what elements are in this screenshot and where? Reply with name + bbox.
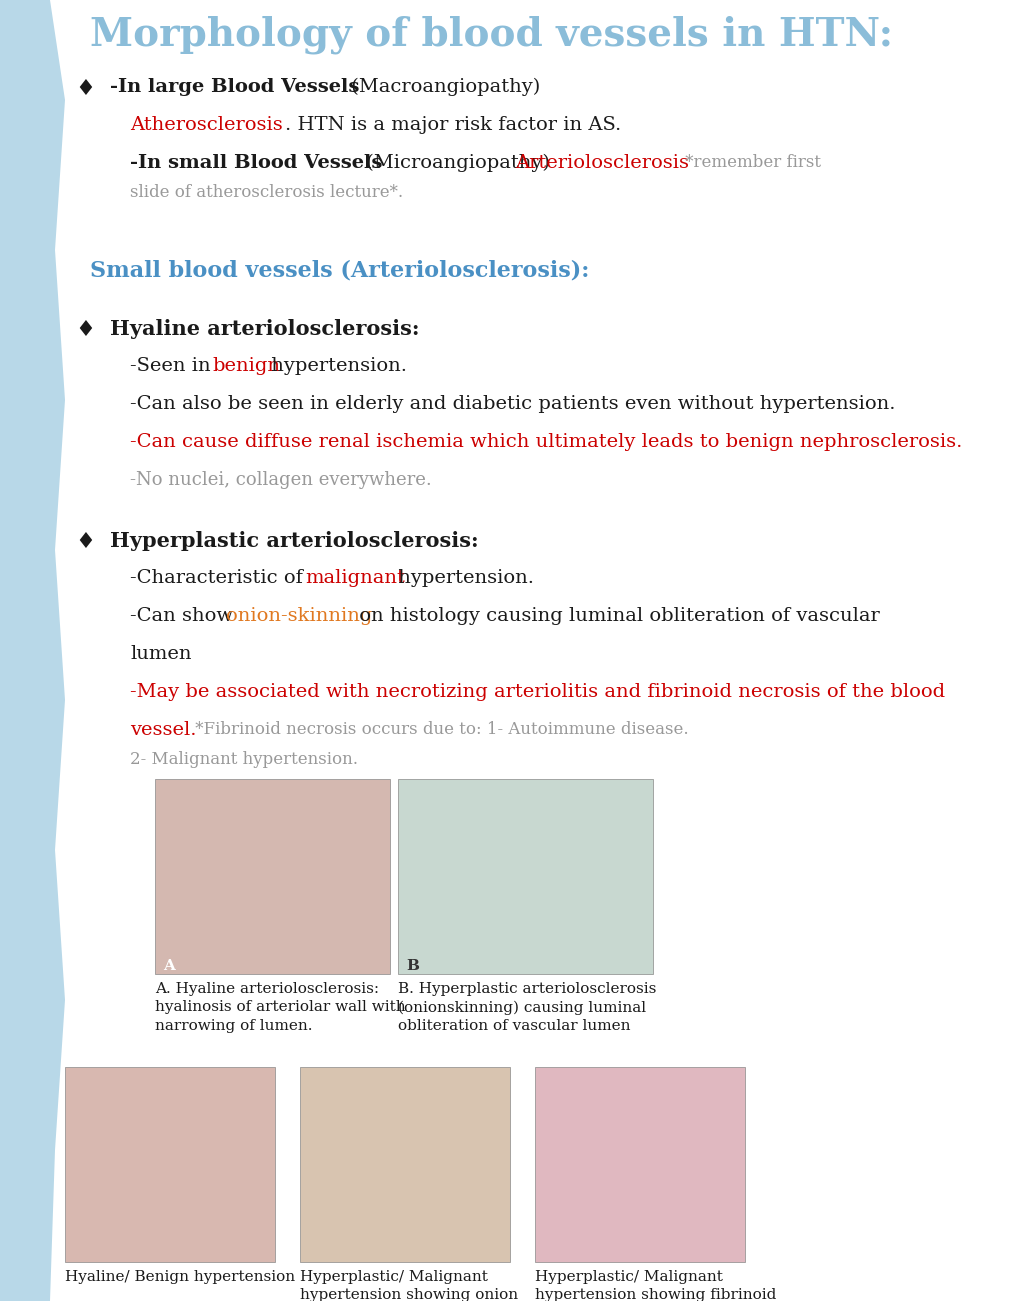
Text: Hyaline/ Benign hypertension: Hyaline/ Benign hypertension (65, 1270, 295, 1284)
Bar (155, 779, 390, 974)
Text: *remember first: *remember first (680, 154, 821, 170)
Text: ♦: ♦ (75, 319, 95, 341)
Text: *Fibrinoid necrosis occurs due to: 1- Autoimmune disease.: *Fibrinoid necrosis occurs due to: 1- Au… (190, 721, 688, 738)
Text: -No nuclei, collagen everywhere.: -No nuclei, collagen everywhere. (130, 471, 432, 489)
Text: B: B (406, 959, 419, 973)
Text: malignant: malignant (305, 569, 404, 587)
Text: -Can cause diffuse renal ischemia which ultimately leads to benign nephroscleros: -Can cause diffuse renal ischemia which … (130, 433, 963, 451)
Text: onion-skinning: onion-skinning (226, 608, 373, 624)
Text: A. Hyaline arteriolosclerosis:
hyalinosis of arteriolar wall with
narrowing of l: A. Hyaline arteriolosclerosis: hyalinosi… (155, 982, 406, 1033)
Text: . HTN is a major risk factor in AS.: . HTN is a major risk factor in AS. (285, 116, 622, 134)
Text: -May be associated with necrotizing arteriolitis and fibrinoid necrosis of the b: -May be associated with necrotizing arte… (130, 683, 945, 701)
Text: Arteriolosclerosis: Arteriolosclerosis (515, 154, 689, 172)
Text: on histology causing luminal obliteration of vascular: on histology causing luminal obliteratio… (353, 608, 880, 624)
Text: (Microangiopathy): (Microangiopathy) (360, 154, 556, 172)
Text: vessel.: vessel. (130, 721, 197, 739)
Text: Hyperplastic/ Malignant
hypertension showing onion
skinning: Hyperplastic/ Malignant hypertension sho… (300, 1270, 518, 1301)
Text: B. Hyperplastic arteriolosclerosis
(onionskinning) causing luminal
obliteration : B. Hyperplastic arteriolosclerosis (onio… (398, 982, 656, 1033)
Text: -Seen in: -Seen in (130, 356, 217, 375)
Polygon shape (0, 0, 65, 1301)
Text: -Characteristic of: -Characteristic of (130, 569, 309, 587)
Text: hypertension.: hypertension. (392, 569, 534, 587)
Bar (300, 1067, 510, 1262)
Text: Hyperplastic arteriolosclerosis:: Hyperplastic arteriolosclerosis: (110, 531, 478, 552)
Text: hypertension.: hypertension. (265, 356, 407, 375)
Text: A: A (163, 959, 175, 973)
Text: -In small Blood Vessels: -In small Blood Vessels (130, 154, 382, 172)
Text: ♦: ♦ (75, 78, 95, 100)
Bar (535, 1067, 745, 1262)
Text: lumen: lumen (130, 645, 191, 664)
Text: Small blood vessels (Arteriolosclerosis):: Small blood vessels (Arteriolosclerosis)… (90, 259, 590, 281)
Text: benign: benign (212, 356, 280, 375)
Text: 2- Malignant hypertension.: 2- Malignant hypertension. (130, 751, 358, 768)
Text: Hyaline arteriolosclerosis:: Hyaline arteriolosclerosis: (110, 319, 420, 340)
Text: (Macroangiopathy): (Macroangiopathy) (345, 78, 541, 96)
Text: Atherosclerosis: Atherosclerosis (130, 116, 283, 134)
Bar (65, 1067, 275, 1262)
Text: slide of atherosclerosis lecture*.: slide of atherosclerosis lecture*. (130, 183, 403, 200)
Text: -Can also be seen in elderly and diabetic patients even without hypertension.: -Can also be seen in elderly and diabeti… (130, 396, 896, 412)
Text: ♦: ♦ (75, 531, 95, 553)
Text: -In large Blood Vessels: -In large Blood Vessels (110, 78, 359, 96)
Bar (398, 779, 653, 974)
Text: Hyperplastic/ Malignant
hypertension showing fibrinoid
necrosis.: Hyperplastic/ Malignant hypertension sho… (535, 1270, 776, 1301)
Text: -Can show: -Can show (130, 608, 240, 624)
Text: Morphology of blood vessels in HTN:: Morphology of blood vessels in HTN: (90, 16, 893, 53)
